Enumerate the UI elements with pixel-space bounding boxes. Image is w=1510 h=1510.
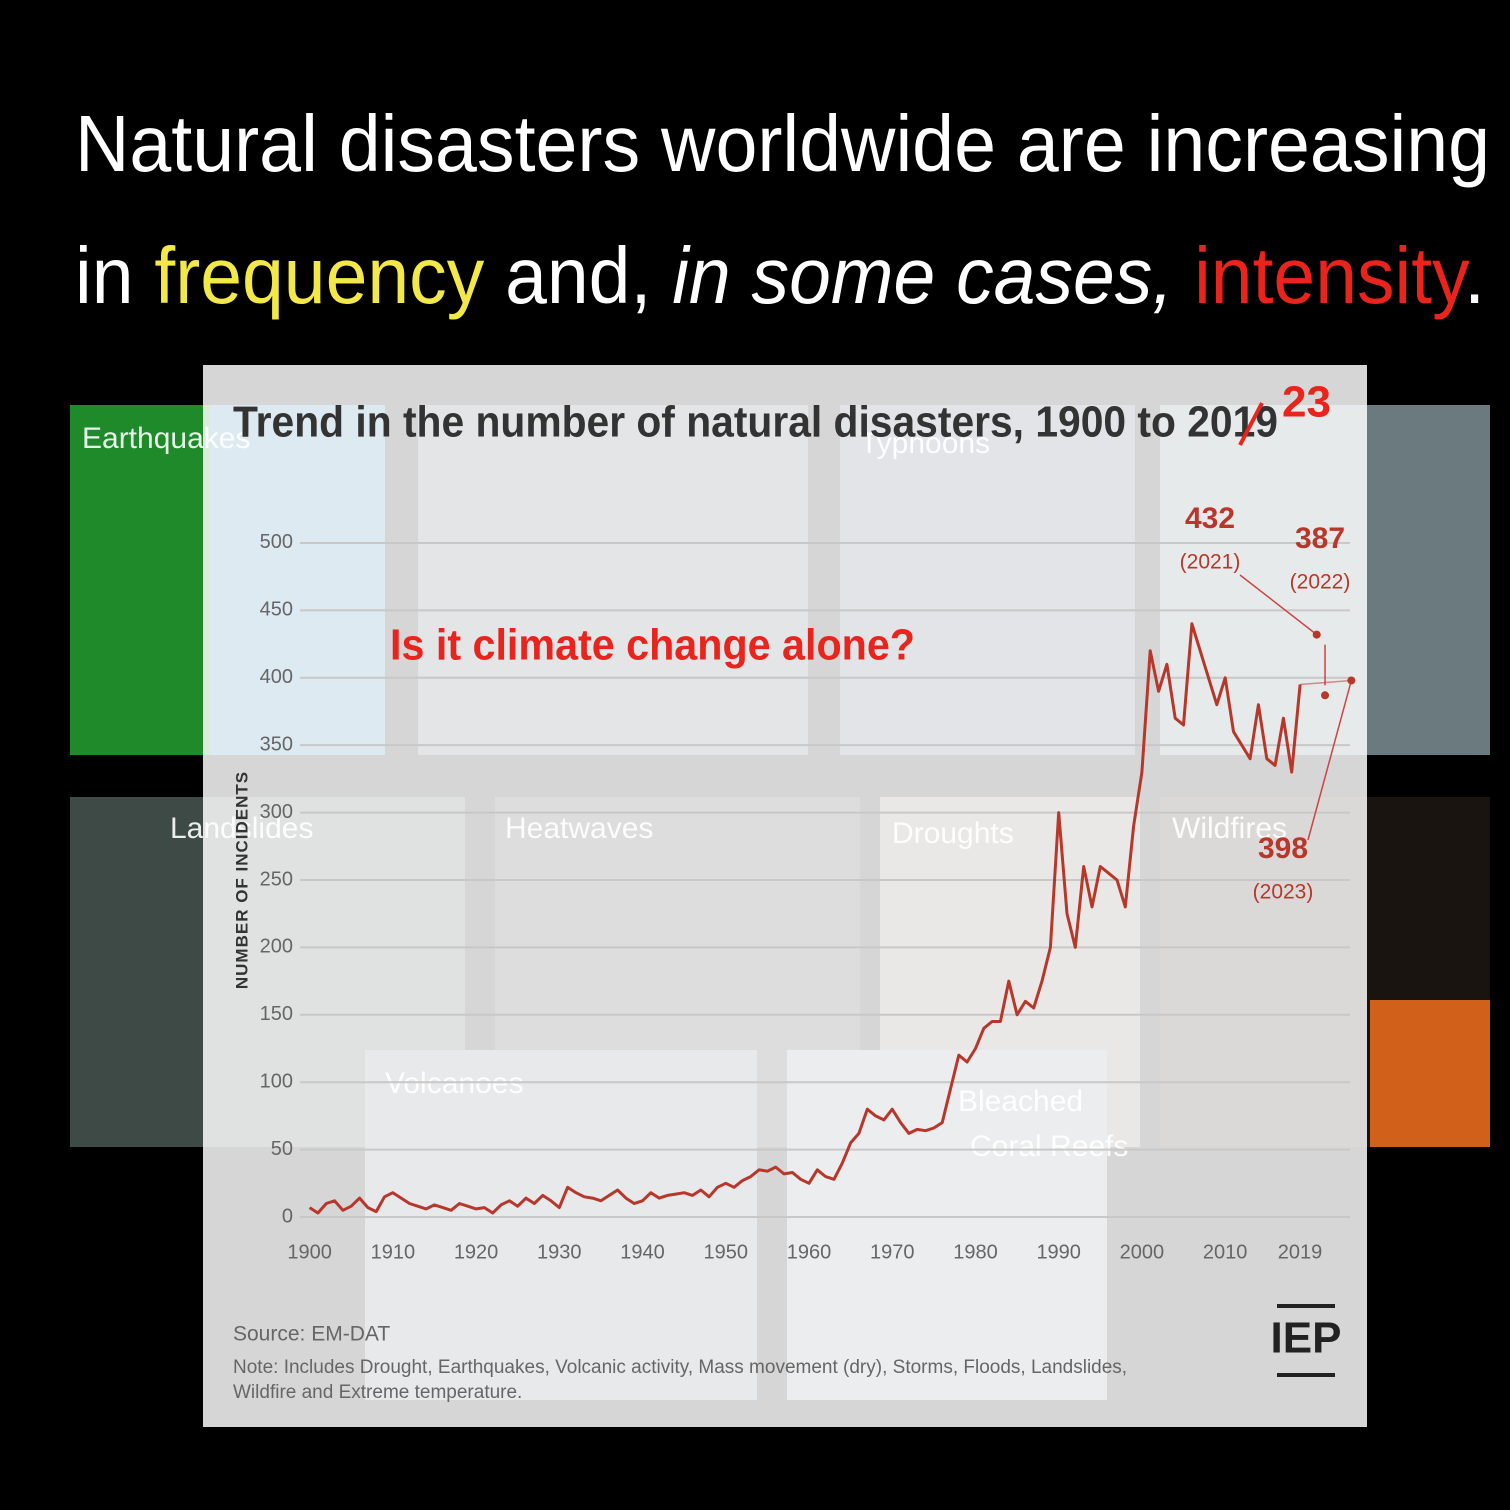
headline-segment: frequency [154,231,484,320]
photo [1370,1000,1490,1147]
headline-line1: Natural disasters worldwide are increasi… [75,99,1490,188]
annotation-year: (2021) [1180,551,1241,574]
chart: Trend in the number of natural disasters… [232,378,1356,1403]
y-tick-label: 300 [260,801,293,823]
headline-segment: . [1464,231,1485,320]
source: Source: EM-DAT [233,1323,390,1346]
annotation-point [1347,676,1356,685]
note: Note: Includes Drought, Earthquakes, Vol… [233,1357,1127,1378]
x-tick-label: 2019 [1278,1241,1323,1263]
annotation-year: (2023) [1253,881,1314,904]
headline-line2: in frequency and, in some cases, intensi… [75,231,1485,320]
question: Is it climate change alone? [390,621,915,670]
y-tick-label: 0 [282,1205,293,1227]
x-tick-label: 2010 [1203,1241,1248,1263]
x-tick-label: 1920 [454,1241,499,1263]
y-tick-label: 100 [260,1070,293,1092]
y-axis-label: NUMBER OF INCIDENTS [232,771,251,989]
photo [70,405,210,755]
x-tick-label: 1990 [1036,1241,1081,1263]
y-tick-label: 150 [260,1003,293,1025]
x-tick-label: 1910 [371,1241,416,1263]
x-tick-label: 1930 [537,1241,582,1263]
annotation-value: 387 [1295,522,1345,555]
y-tick-label: 350 [260,733,293,755]
headline-segment [1173,231,1194,320]
y-tick-label: 400 [260,666,293,688]
annotation-point [1321,691,1330,700]
x-tick-label: 1980 [953,1241,998,1263]
y-tick-label: 250 [260,868,293,890]
y-tick-label: 450 [260,599,293,621]
x-tick-label: 2000 [1120,1241,1165,1263]
x-tick-label: 1960 [787,1241,832,1263]
annotation-year: (2022) [1290,571,1351,594]
annotation-value: 432 [1185,502,1235,535]
headline-segment: and, [484,231,672,320]
title-correction: 23 [1282,378,1331,427]
connector [1307,680,1353,841]
title-strike [1238,402,1264,446]
headline-segment: in [75,231,154,320]
headline-segment: in some cases, [672,231,1173,320]
chart-title: Trend in the number of natural disasters… [233,398,1278,447]
x-tick-label: 1900 [287,1241,332,1263]
annotation-point [1312,630,1321,639]
y-tick-label: 200 [260,936,293,958]
x-tick-label: 1940 [620,1241,665,1263]
connector [1300,679,1352,686]
y-tick-label: 50 [271,1138,293,1160]
x-tick-label: 1970 [870,1241,915,1263]
headline-segment: intensity [1194,231,1470,320]
note: Wildfire and Extreme temperature. [233,1382,522,1403]
data-line [308,622,1302,1215]
logo: IEP [1271,1314,1342,1363]
x-tick-label: 1950 [704,1241,749,1263]
y-tick-label: 500 [260,531,293,553]
connector [1239,574,1318,636]
annotation-value: 398 [1258,832,1308,865]
